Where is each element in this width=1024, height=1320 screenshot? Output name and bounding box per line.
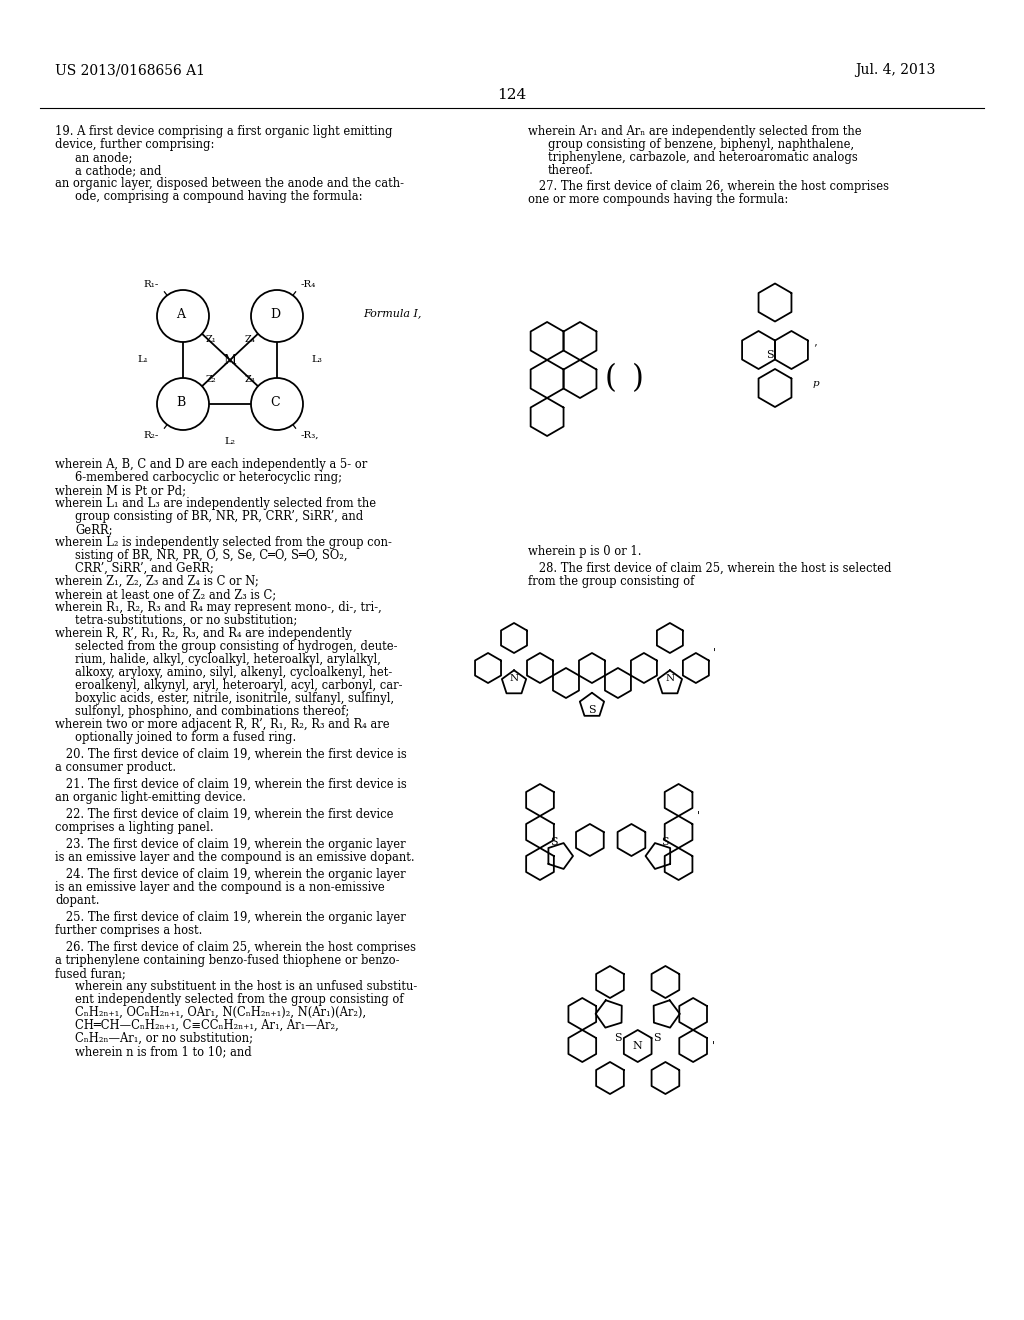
Text: S: S xyxy=(660,837,669,846)
Text: ): ) xyxy=(632,363,644,395)
Text: 23. The first device of claim 19, wherein the organic layer: 23. The first device of claim 19, wherei… xyxy=(55,838,406,851)
Circle shape xyxy=(251,378,303,430)
Text: S: S xyxy=(766,350,774,360)
Text: 21. The first device of claim 19, wherein the first device is: 21. The first device of claim 19, wherei… xyxy=(55,777,407,791)
Text: 19. A first device comprising a first organic light emitting: 19. A first device comprising a first or… xyxy=(55,125,392,139)
Text: wherein Ar₁ and Arₙ are independently selected from the: wherein Ar₁ and Arₙ are independently se… xyxy=(528,125,861,139)
Circle shape xyxy=(157,290,209,342)
Text: wherein A, B, C and D are each independently a 5- or: wherein A, B, C and D are each independe… xyxy=(55,458,368,471)
Text: R₁-: R₁- xyxy=(143,280,159,289)
Text: 6-membered carbocyclic or heterocyclic ring;: 6-membered carbocyclic or heterocyclic r… xyxy=(75,471,342,484)
Text: ode, comprising a compound having the formula:: ode, comprising a compound having the fo… xyxy=(75,190,362,203)
Text: ent independently selected from the group consisting of: ent independently selected from the grou… xyxy=(75,993,403,1006)
Text: selected from the group consisting of hydrogen, deute-: selected from the group consisting of hy… xyxy=(75,640,397,653)
Text: a triphenylene containing benzo-fused thiophene or benzo-: a triphenylene containing benzo-fused th… xyxy=(55,954,399,968)
Text: wherein Z₁, Z₂, Z₃ and Z₄ is C or N;: wherein Z₁, Z₂, Z₃ and Z₄ is C or N; xyxy=(55,576,259,587)
Text: group consisting of BR, NR, PR, CRR’, SiRR’, and: group consisting of BR, NR, PR, CRR’, Si… xyxy=(75,510,364,523)
Text: 124: 124 xyxy=(498,88,526,102)
Text: ': ' xyxy=(696,810,699,821)
Text: CₙH₂ₙ—Ar₁, or no substitution;: CₙH₂ₙ—Ar₁, or no substitution; xyxy=(75,1032,253,1045)
Text: rium, halide, alkyl, cycloalkyl, heteroalkyl, arylalkyl,: rium, halide, alkyl, cycloalkyl, heteroa… xyxy=(75,653,381,667)
Text: 22. The first device of claim 19, wherein the first device: 22. The first device of claim 19, wherei… xyxy=(55,808,393,821)
Text: sisting of BR, NR, PR, O, S, Se, C═O, S═O, SO₂,: sisting of BR, NR, PR, O, S, Se, C═O, S═… xyxy=(75,549,347,562)
Text: 25. The first device of claim 19, wherein the organic layer: 25. The first device of claim 19, wherei… xyxy=(55,911,406,924)
Text: Formula I,: Formula I, xyxy=(364,308,422,318)
Text: a consumer product.: a consumer product. xyxy=(55,762,176,774)
Text: S: S xyxy=(653,1034,662,1043)
Text: further comprises a host.: further comprises a host. xyxy=(55,924,203,937)
Text: triphenylene, carbazole, and heteroaromatic analogs: triphenylene, carbazole, and heteroaroma… xyxy=(548,150,858,164)
Text: CH═CH—CₙH₂ₙ₊₁, C≡CCₙH₂ₙ₊₁, Ar₁, Ar₁—Ar₂,: CH═CH—CₙH₂ₙ₊₁, C≡CCₙH₂ₙ₊₁, Ar₁, Ar₁—Ar₂, xyxy=(75,1019,339,1032)
Text: wherein p is 0 or 1.: wherein p is 0 or 1. xyxy=(528,545,641,558)
Text: 20. The first device of claim 19, wherein the first device is: 20. The first device of claim 19, wherei… xyxy=(55,748,407,762)
Text: an organic light-emitting device.: an organic light-emitting device. xyxy=(55,791,246,804)
Text: D: D xyxy=(270,308,280,321)
Text: N: N xyxy=(510,675,518,682)
Text: 28. The first device of claim 25, wherein the host is selected: 28. The first device of claim 25, wherei… xyxy=(528,562,892,576)
Text: ': ' xyxy=(713,648,716,657)
Text: is an emissive layer and the compound is a non-emissive: is an emissive layer and the compound is… xyxy=(55,880,385,894)
Text: L₂: L₂ xyxy=(224,437,236,446)
Text: an anode;: an anode; xyxy=(75,150,132,164)
Text: -R₃,: -R₃, xyxy=(301,432,319,440)
Text: M: M xyxy=(223,354,237,367)
Text: A: A xyxy=(176,308,185,321)
Text: S: S xyxy=(614,1034,622,1043)
Text: optionally joined to form a fused ring.: optionally joined to form a fused ring. xyxy=(75,731,296,744)
Text: (: ( xyxy=(605,363,616,395)
Text: is an emissive layer and the compound is an emissive dopant.: is an emissive layer and the compound is… xyxy=(55,851,415,865)
Text: S: S xyxy=(550,837,558,846)
Text: Z₂: Z₂ xyxy=(205,375,216,384)
Text: CₙH₂ₙ₊₁, OCₙH₂ₙ₊₁, OAr₁, N(CₙH₂ₙ₊₁)₂, N(Ar₁)(Ar₂),: CₙH₂ₙ₊₁, OCₙH₂ₙ₊₁, OAr₁, N(CₙH₂ₙ₊₁)₂, N(… xyxy=(75,1006,367,1019)
Text: group consisting of benzene, biphenyl, naphthalene,: group consisting of benzene, biphenyl, n… xyxy=(548,139,854,150)
Text: 24. The first device of claim 19, wherein the organic layer: 24. The first device of claim 19, wherei… xyxy=(55,869,406,880)
Text: wherein any substituent in the host is an unfused substitu-: wherein any substituent in the host is a… xyxy=(75,979,417,993)
Text: a cathode; and: a cathode; and xyxy=(75,164,162,177)
Text: p: p xyxy=(812,379,819,388)
Text: Z₁: Z₁ xyxy=(205,335,216,345)
Text: wherein M is Pt or Pd;: wherein M is Pt or Pd; xyxy=(55,484,186,498)
Text: N: N xyxy=(666,675,675,682)
Text: GeRR;: GeRR; xyxy=(75,523,113,536)
Text: CRR’, SiRR’, and GeRR;: CRR’, SiRR’, and GeRR; xyxy=(75,562,214,576)
Text: 27. The first device of claim 26, wherein the host comprises: 27. The first device of claim 26, wherei… xyxy=(528,180,889,193)
Text: alkoxy, aryloxy, amino, silyl, alkenyl, cycloalkenyl, het-: alkoxy, aryloxy, amino, silyl, alkenyl, … xyxy=(75,667,392,678)
Circle shape xyxy=(251,290,303,342)
Text: fused furan;: fused furan; xyxy=(55,968,126,979)
Text: wherein L₂ is independently selected from the group con-: wherein L₂ is independently selected fro… xyxy=(55,536,392,549)
Text: wherein L₁ and L₃ are independently selected from the: wherein L₁ and L₃ are independently sele… xyxy=(55,498,376,510)
Text: wherein two or more adjacent R, R’, R₁, R₂, R₃ and R₄ are: wherein two or more adjacent R, R’, R₁, … xyxy=(55,718,389,731)
Text: ’: ’ xyxy=(813,343,817,352)
Text: R₂-: R₂- xyxy=(143,432,159,440)
Text: wherein at least one of Z₂ and Z₃ is C;: wherein at least one of Z₂ and Z₃ is C; xyxy=(55,587,276,601)
Text: Jul. 4, 2013: Jul. 4, 2013 xyxy=(855,63,935,77)
Text: dopant.: dopant. xyxy=(55,894,99,907)
Circle shape xyxy=(157,378,209,430)
Text: N: N xyxy=(633,1041,643,1051)
Text: US 2013/0168656 A1: US 2013/0168656 A1 xyxy=(55,63,205,77)
Text: 26. The first device of claim 25, wherein the host comprises: 26. The first device of claim 25, wherei… xyxy=(55,941,416,954)
Text: eroalkenyl, alkynyl, aryl, heteroaryl, acyl, carbonyl, car-: eroalkenyl, alkynyl, aryl, heteroaryl, a… xyxy=(75,678,402,692)
Text: one or more compounds having the formula:: one or more compounds having the formula… xyxy=(528,193,788,206)
Text: L₁: L₁ xyxy=(137,355,148,364)
Text: C: C xyxy=(270,396,280,408)
Text: boxylic acids, ester, nitrile, isonitrile, sulfanyl, sulfinyl,: boxylic acids, ester, nitrile, isonitril… xyxy=(75,692,394,705)
Text: an organic layer, disposed between the anode and the cath-: an organic layer, disposed between the a… xyxy=(55,177,404,190)
Text: Z₄: Z₄ xyxy=(244,335,255,345)
Text: L₃: L₃ xyxy=(311,355,323,364)
Text: from the group consisting of: from the group consisting of xyxy=(528,576,694,587)
Text: comprises a lighting panel.: comprises a lighting panel. xyxy=(55,821,214,834)
Text: wherein R, R’, R₁, R₂, R₃, and R₄ are independently: wherein R, R’, R₁, R₂, R₃, and R₄ are in… xyxy=(55,627,351,640)
Text: B: B xyxy=(176,396,185,408)
Text: sulfonyl, phosphino, and combinations thereof;: sulfonyl, phosphino, and combinations th… xyxy=(75,705,349,718)
Text: thereof.: thereof. xyxy=(548,164,594,177)
Text: S: S xyxy=(588,705,596,715)
Text: ': ' xyxy=(712,1041,715,1051)
Text: wherein R₁, R₂, R₃ and R₄ may represent mono-, di-, tri-,: wherein R₁, R₂, R₃ and R₄ may represent … xyxy=(55,601,382,614)
Text: Z₃: Z₃ xyxy=(244,375,255,384)
Text: wherein n is from 1 to 10; and: wherein n is from 1 to 10; and xyxy=(75,1045,252,1059)
Text: -R₄: -R₄ xyxy=(301,280,316,289)
Text: tetra-substitutions, or no substitution;: tetra-substitutions, or no substitution; xyxy=(75,614,297,627)
Text: device, further comprising:: device, further comprising: xyxy=(55,139,214,150)
